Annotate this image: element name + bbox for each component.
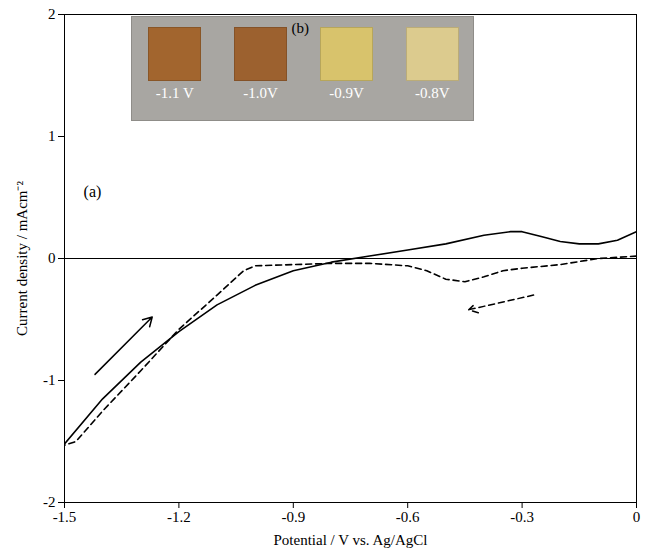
html-text:-1.0V: -1.0V — [243, 84, 278, 101]
svg-text:-1: -1 — [43, 372, 56, 388]
svg-text:-0.6: -0.6 — [396, 509, 420, 525]
svg-text:0: 0 — [48, 250, 56, 266]
svg-text:-1.5: -1.5 — [53, 509, 77, 525]
html-text:(b): (b) — [291, 20, 309, 36]
svg-text:(a): (a) — [84, 183, 102, 201]
svg-text:0: 0 — [633, 509, 641, 525]
svg-text:1: 1 — [48, 128, 56, 144]
html-text:-0.9V: -0.9V — [329, 84, 364, 101]
svg-text:2: 2 — [48, 6, 56, 22]
html-text:-1.1 V: -1.1 V — [155, 84, 194, 101]
html-text:-0.8V: -0.8V — [414, 84, 450, 101]
svg-text:-0.9: -0.9 — [281, 509, 305, 525]
svg-text:-0.3: -0.3 — [510, 509, 534, 525]
svg-text:Potential / V vs. Ag/AgCl: Potential / V vs. Ag/AgCl — [273, 532, 427, 548]
svg-text:-2: -2 — [43, 494, 56, 510]
svg-text:-1.2: -1.2 — [167, 509, 191, 525]
svg-text:Current density / mAcm⁻²: Current density / mAcm⁻² — [14, 181, 30, 336]
